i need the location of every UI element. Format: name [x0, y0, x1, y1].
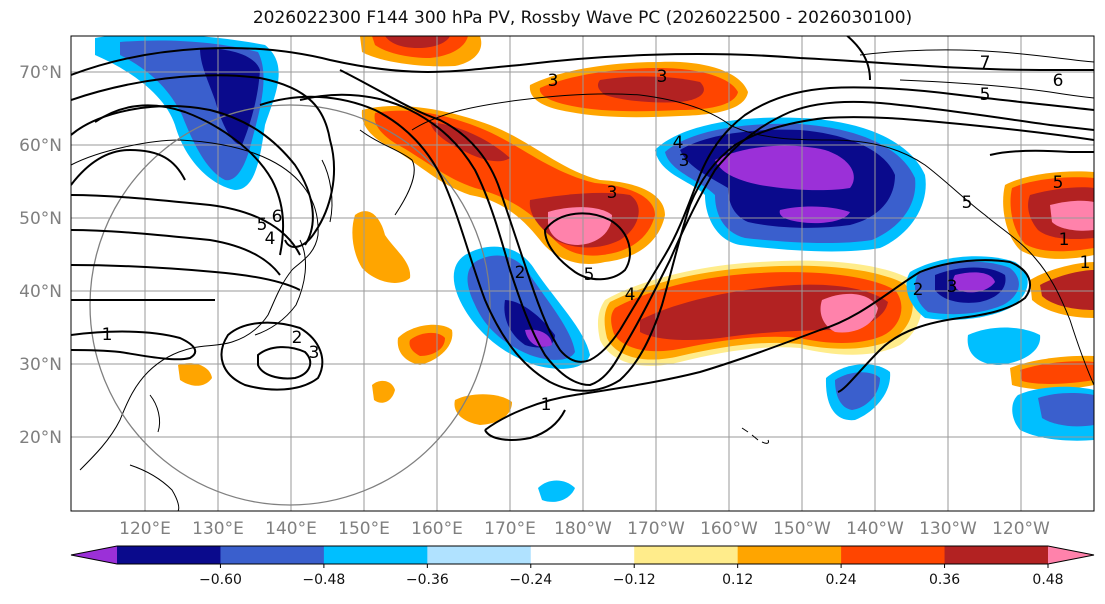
- contour-label: 3: [309, 343, 320, 363]
- colorbar-tick-label: −0.60: [199, 572, 242, 588]
- lat-label: 50°N: [19, 209, 62, 229]
- contour-label: 1: [102, 325, 113, 345]
- map-frame: [70, 35, 1095, 512]
- lon-label: 160°W: [700, 519, 758, 539]
- colorbar-outline: [70, 545, 1095, 565]
- lat-label: 30°N: [19, 355, 62, 375]
- colorbar-segment: [117, 546, 221, 564]
- contour-label: 3: [607, 183, 618, 203]
- colorbar-tick-label: −0.36: [406, 572, 449, 588]
- contour-label: 7: [980, 53, 991, 73]
- lat-label: 70°N: [19, 63, 62, 83]
- colorbar-segment: [944, 546, 1049, 564]
- contour-label: 1: [1059, 230, 1070, 250]
- colorbar-segment: [220, 546, 325, 564]
- colorbar-segment: [841, 546, 946, 564]
- colorbar: −0.60 −0.48 −0.36 −0.24 −0.12 0.12 0.24 0.36 0.4…: [70, 545, 1095, 588]
- colorbar-tick-label: 0.36: [929, 572, 960, 588]
- contour-label: 5: [1053, 173, 1064, 193]
- graticule: [71, 36, 1094, 511]
- latitude-labels: 70°N 60°N 50°N 40°N 30°N 20°N: [19, 63, 62, 448]
- contour-label: 3: [657, 67, 668, 87]
- lon-label: 130°W: [919, 519, 977, 539]
- map-title: 2026022300 F144 300 hPa PV, Rossby Wave …: [252, 8, 913, 28]
- contour-label: 4: [265, 229, 276, 249]
- colorbar-segment: [530, 546, 635, 564]
- lon-label: 150°W: [773, 519, 831, 539]
- contour-label: 2: [292, 328, 303, 348]
- contour-label: 2: [515, 263, 526, 283]
- colorbar-extend-low: [71, 546, 117, 564]
- colorbar-tick-label: −0.48: [302, 572, 345, 588]
- contour-label: 5: [962, 193, 973, 213]
- colorbar-tick-label: −0.12: [613, 572, 656, 588]
- lon-label: 130°E: [192, 519, 244, 539]
- contour-label: 3: [679, 151, 690, 171]
- positive-anomaly-blob: [360, 36, 482, 67]
- colorbar-segment: [323, 546, 428, 564]
- positive-anomaly-blob: [178, 211, 512, 425]
- coastlines: [71, 49, 1094, 511]
- colorbar-segment: [427, 546, 532, 564]
- pv-shading: [95, 36, 1094, 502]
- positive-anomaly-blob: [597, 260, 922, 366]
- lat-label: 40°N: [19, 282, 62, 302]
- colorbar-extend-high: [1048, 546, 1094, 564]
- contour-label: 1: [1080, 253, 1091, 273]
- lat-label: 20°N: [19, 428, 62, 448]
- lon-label: 140°W: [846, 519, 904, 539]
- contour-label: 3: [947, 277, 958, 297]
- lon-label: 150°E: [338, 519, 390, 539]
- negative-anomaly-blob: [538, 327, 1094, 502]
- contour-label: 6: [1053, 71, 1064, 91]
- contour-labels: 7 6 5 5 3 3 4 3 3 5 6 5 4 2 3 2 1 1 4 5 …: [102, 53, 1091, 415]
- lon-label: 180°W: [554, 519, 612, 539]
- lon-label: 120°W: [992, 519, 1050, 539]
- colorbar-tick-label: 0.24: [826, 572, 857, 588]
- colorbar-segment: [634, 546, 739, 564]
- lon-label: 140°E: [265, 519, 317, 539]
- contour-label: 5: [584, 265, 595, 285]
- contour-label: 5: [980, 85, 991, 105]
- pc-contours: [71, 36, 1094, 441]
- radius-circle: [89, 104, 491, 506]
- contour-label: 6: [272, 207, 283, 227]
- contour-label: 4: [673, 133, 684, 153]
- lon-label: 120°E: [119, 519, 171, 539]
- colorbar-tick-label: −0.24: [509, 572, 552, 588]
- colorbar-segment: [737, 546, 842, 564]
- contour-label: 5: [257, 215, 268, 235]
- lon-label: 160°E: [411, 519, 463, 539]
- contour-label: 3: [548, 71, 559, 91]
- lat-label: 60°N: [19, 136, 62, 156]
- negative-anomaly-blob: [906, 256, 1028, 320]
- contour-label: 4: [625, 285, 636, 305]
- colorbar-tick-label: 0.12: [722, 572, 753, 588]
- contour-label: 2: [913, 280, 924, 300]
- longitude-labels: 120°E 130°E 140°E 150°E 160°E 170°E 180°…: [119, 519, 1050, 539]
- positive-anomaly-blob: [529, 61, 748, 118]
- lon-label: 170°W: [627, 519, 685, 539]
- contour-label: 1: [541, 395, 552, 415]
- lon-label: 170°E: [484, 519, 536, 539]
- colorbar-tick-label: 0.48: [1032, 572, 1063, 588]
